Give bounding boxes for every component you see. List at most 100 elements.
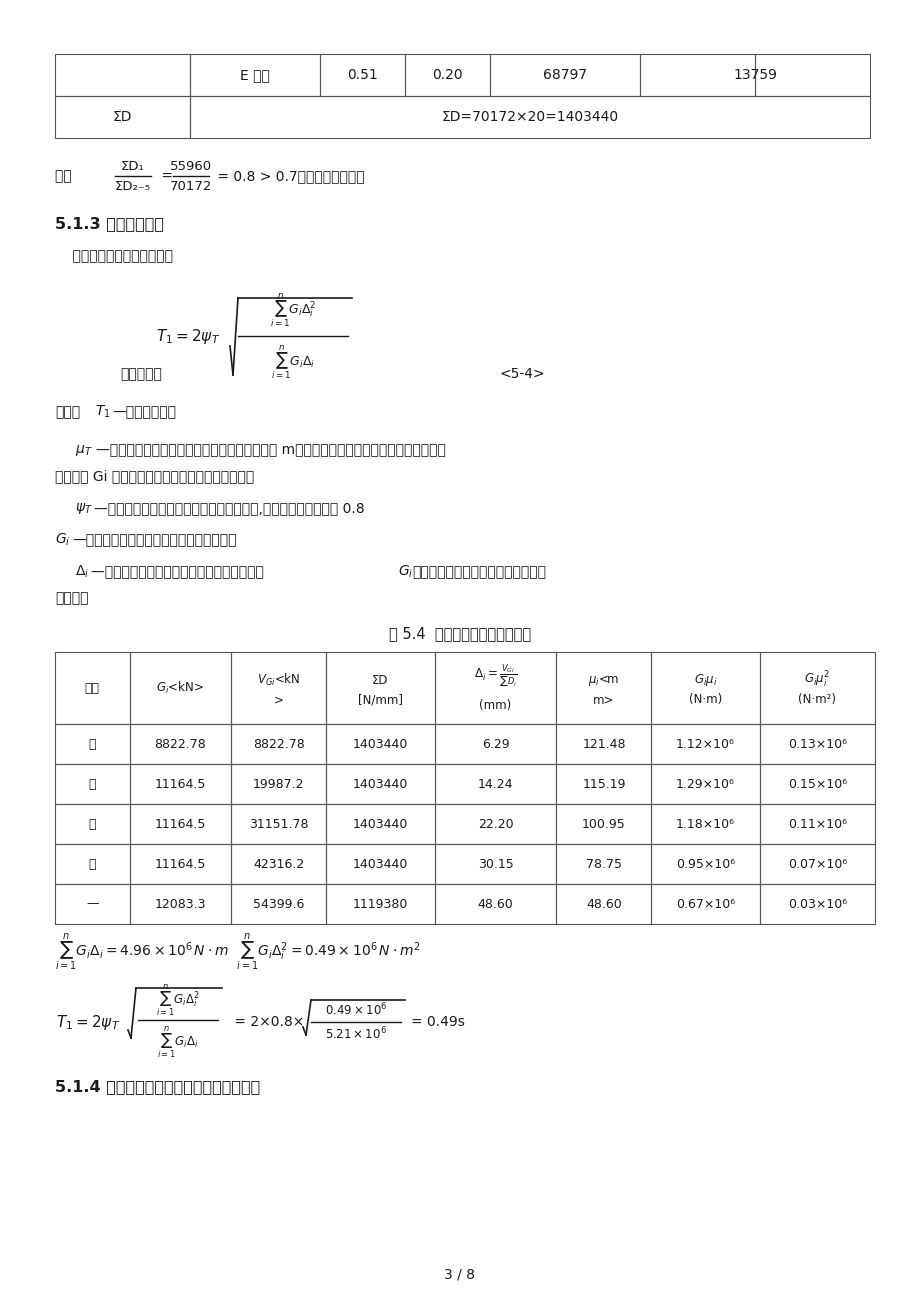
Bar <box>556 844 651 884</box>
Text: 11164.5: 11164.5 <box>154 858 206 871</box>
Bar <box>640 53 754 96</box>
Bar <box>190 53 320 96</box>
Bar <box>754 53 869 96</box>
Text: (mm): (mm) <box>479 699 511 712</box>
Text: 五: 五 <box>88 737 96 750</box>
Text: $T_1$: $T_1$ <box>95 404 110 421</box>
Text: $\mu_T$: $\mu_T$ <box>75 443 93 457</box>
Bar <box>556 884 651 924</box>
Bar <box>759 652 874 724</box>
Text: ΣD: ΣD <box>371 673 388 686</box>
Bar <box>325 652 434 724</box>
Text: $G_i$: $G_i$ <box>55 531 71 548</box>
Bar <box>231 764 325 805</box>
Bar <box>55 884 130 924</box>
Text: 1403440: 1403440 <box>352 737 407 750</box>
Text: 0.51: 0.51 <box>346 68 378 82</box>
Text: 54399.6: 54399.6 <box>253 897 304 910</box>
Text: 78.75: 78.75 <box>585 858 621 871</box>
Text: 0.11×10⁶: 0.11×10⁶ <box>787 818 846 831</box>
Text: 0.95×10⁶: 0.95×10⁶ <box>675 858 734 871</box>
Bar <box>556 805 651 844</box>
Text: 31151.78: 31151.78 <box>249 818 308 831</box>
Text: —基本自振周期: —基本自振周期 <box>112 405 176 419</box>
Text: —集中在各层楼面处的重力集中荷载代表值: —集中在各层楼面处的重力集中荷载代表值 <box>72 533 236 547</box>
Bar <box>325 764 434 805</box>
Text: 100.95: 100.95 <box>582 818 625 831</box>
Text: >: > <box>273 694 283 707</box>
Text: 5.1.4 水平地震作用力及楼层地震剪力计算: 5.1.4 水平地震作用力及楼层地震剪力计算 <box>55 1079 260 1095</box>
Bar <box>556 724 651 764</box>
Text: 115.19: 115.19 <box>582 777 625 790</box>
Text: 70172: 70172 <box>170 181 212 194</box>
Text: = 2×0.8×: = 2×0.8× <box>230 1016 304 1029</box>
Bar <box>651 724 759 764</box>
Text: 0.20: 0.20 <box>432 68 462 82</box>
Text: 13759: 13759 <box>732 68 777 82</box>
Text: 式中：: 式中： <box>55 405 80 419</box>
Bar <box>130 652 231 724</box>
Bar <box>651 844 759 884</box>
Text: 6.29: 6.29 <box>482 737 509 750</box>
Bar <box>759 764 874 805</box>
Text: 0.13×10⁶: 0.13×10⁶ <box>787 737 846 750</box>
Text: 1.18×10⁶: 1.18×10⁶ <box>675 818 734 831</box>
Text: $0.49 \times 10^6$: $0.49 \times 10^6$ <box>324 1001 387 1018</box>
Text: E 轴柱: E 轴柱 <box>240 68 269 82</box>
Bar <box>55 96 190 138</box>
Text: 层次: 层次 <box>85 681 99 694</box>
Bar <box>325 844 434 884</box>
Text: 3 / 8: 3 / 8 <box>444 1267 475 1281</box>
Bar <box>320 53 404 96</box>
Bar <box>759 844 874 884</box>
Text: 作为水平荷载而算得的结构各层楼面: 作为水平荷载而算得的结构各层楼面 <box>412 565 545 579</box>
Bar <box>325 724 434 764</box>
Text: 14.24: 14.24 <box>477 777 513 790</box>
Text: $G_i\mu_i$: $G_i\mu_i$ <box>693 672 717 687</box>
Bar <box>759 884 874 924</box>
Bar <box>490 53 640 96</box>
Text: 5.1.3 框架自振周期: 5.1.3 框架自振周期 <box>55 216 164 232</box>
Bar <box>404 53 490 96</box>
Text: 19987.2: 19987.2 <box>253 777 304 790</box>
Text: 0.67×10⁶: 0.67×10⁶ <box>675 897 734 910</box>
Text: $T_1 = 2\psi_T$: $T_1 = 2\psi_T$ <box>155 327 220 345</box>
Bar <box>759 805 874 844</box>
Text: $\sum_{i=1}^{n} G_i \Delta_i = 4.96 \times 10^6 \, N \cdot m$  $\sum_{i=1}^{n} G: $\sum_{i=1}^{n} G_i \Delta_i = 4.96 \tim… <box>55 931 420 973</box>
Bar <box>231 805 325 844</box>
Text: 11164.5: 11164.5 <box>154 777 206 790</box>
Bar <box>231 844 325 884</box>
Text: 0.15×10⁶: 0.15×10⁶ <box>787 777 846 790</box>
Text: $V_{Gi}$<kN: $V_{Gi}$<kN <box>256 672 300 687</box>
Text: $\psi_T$: $\psi_T$ <box>75 500 93 516</box>
Text: 12083.3: 12083.3 <box>154 897 206 910</box>
Text: —计算结构基本自振周期时的结构顶点假想位移 m），即假想把集中在各层楼面处的重力荷: —计算结构基本自振周期时的结构顶点假想位移 m），即假想把集中在各层楼面处的重力… <box>96 443 446 457</box>
Text: 1.29×10⁶: 1.29×10⁶ <box>675 777 734 790</box>
Text: 121.48: 121.48 <box>582 737 625 750</box>
Text: = 0.8 > 0.7，所以满足条件。: = 0.8 > 0.7，所以满足条件。 <box>213 169 364 184</box>
Text: m>: m> <box>593 694 614 707</box>
Bar <box>556 652 651 724</box>
Text: <5-4>: <5-4> <box>499 367 545 381</box>
Bar <box>130 805 231 844</box>
Text: = 0.49s: = 0.49s <box>411 1016 464 1029</box>
Text: 0.07×10⁶: 0.07×10⁶ <box>787 858 846 871</box>
Text: $G_i\mu_i^2$: $G_i\mu_i^2$ <box>803 671 830 690</box>
Text: $\Delta_i$: $\Delta_i$ <box>75 564 89 581</box>
Bar <box>231 652 325 724</box>
Text: 表 5.4  横向框架顶点位移计算表: 表 5.4 横向框架顶点位移计算表 <box>389 626 530 642</box>
Text: 11164.5: 11164.5 <box>154 818 206 831</box>
Text: 三: 三 <box>88 818 96 831</box>
Text: 处位移。: 处位移。 <box>55 591 88 605</box>
Text: $G_i$<kN>: $G_i$<kN> <box>156 680 204 697</box>
Text: 采用能量法计算基本周期。: 采用能量法计算基本周期。 <box>55 249 173 263</box>
Bar <box>434 844 556 884</box>
Bar <box>130 884 231 924</box>
Bar <box>55 764 130 805</box>
Bar <box>434 805 556 844</box>
Text: ΣD=70172×20=1403440: ΣD=70172×20=1403440 <box>441 109 618 124</box>
Text: $T_1 = 2\psi_T$: $T_1 = 2\psi_T$ <box>56 1013 119 1031</box>
Text: 68797: 68797 <box>542 68 586 82</box>
Text: 载代表值 Gi 作为水平荷载而得到的结构顶点位移；: 载代表值 Gi 作为水平荷载而得到的结构顶点位移； <box>55 469 254 483</box>
Text: 48.60: 48.60 <box>585 897 621 910</box>
